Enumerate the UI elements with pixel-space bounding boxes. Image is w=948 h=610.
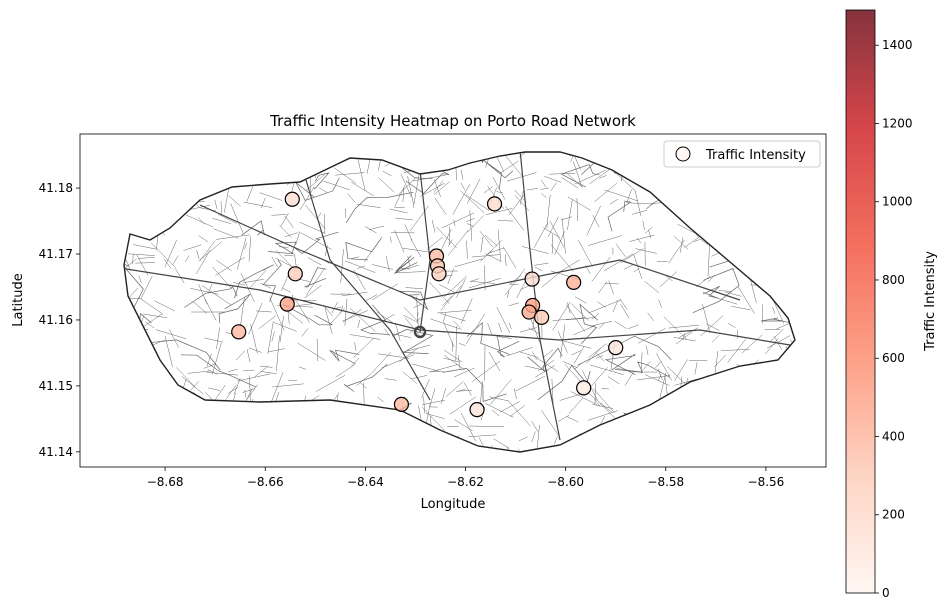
traffic-point	[284, 191, 300, 207]
x-axis-ticks: −8.68 −8.66 −8.64 −8.62 −8.60 −8.58 −8.56	[147, 467, 785, 489]
legend: Traffic Intensity	[663, 140, 821, 168]
x-tick-label: −8.66	[247, 475, 284, 489]
city-boundary	[123, 151, 796, 453]
road-network	[123, 151, 796, 453]
y-tick-label: 41.17	[39, 247, 73, 261]
x-tick-label: −8.60	[547, 475, 584, 489]
chart-title: Traffic Intensity Heatmap on Porto Road …	[269, 112, 636, 130]
traffic-point	[534, 309, 550, 325]
x-tick-label: −8.58	[647, 475, 684, 489]
traffic-point	[231, 324, 247, 340]
y-tick-label: 41.16	[39, 313, 73, 327]
colorbar-label: Traffic Intensity	[923, 251, 938, 352]
x-tick-label: −8.64	[347, 475, 384, 489]
colorbar: 0 200 400 600 800 1000 1200 1400 Traffic Intens…	[845, 9, 938, 600]
traffic-point	[431, 266, 447, 282]
colorbar-tick-label: 200	[882, 508, 905, 522]
roundabout	[413, 325, 427, 339]
colorbar-tick-label: 1400	[882, 38, 913, 52]
traffic-points	[231, 191, 624, 418]
colorbar-gradient	[845, 9, 876, 594]
colorbar-tick-label: 600	[882, 351, 905, 365]
y-axis-ticks: 41.14 41.15 41.16 41.17 41.18	[39, 181, 80, 459]
x-axis-label: Longitude	[421, 497, 486, 512]
colorbar-tick-label: 400	[882, 429, 905, 443]
colorbar-tick-label: 0	[882, 586, 890, 600]
traffic-point	[566, 274, 582, 290]
traffic-point	[524, 271, 540, 287]
y-tick-label: 41.15	[39, 379, 73, 393]
traffic-point	[576, 380, 592, 396]
legend-entry-label: Traffic Intensity	[705, 148, 806, 163]
colorbar-tick-label: 1000	[882, 195, 913, 209]
traffic-point	[469, 402, 485, 418]
colorbar-ticks: 0 200 400 600 800 1000 1200 1400	[875, 38, 913, 600]
traffic-point	[608, 340, 624, 356]
x-tick-label: −8.56	[748, 475, 785, 489]
x-tick-label: −8.68	[147, 475, 184, 489]
colorbar-tick-label: 1200	[882, 116, 913, 130]
x-tick-label: −8.62	[447, 475, 484, 489]
colorbar-tick-label: 800	[882, 273, 905, 287]
y-axis-label: Latitude	[11, 273, 26, 327]
legend-box	[663, 140, 821, 168]
traffic-point	[393, 396, 410, 412]
traffic-point	[521, 304, 537, 320]
y-tick-label: 41.18	[39, 181, 73, 195]
traffic-point	[279, 296, 295, 312]
traffic-point	[486, 196, 503, 212]
major-roads	[124, 152, 791, 441]
traffic-point	[287, 266, 303, 282]
legend-marker	[675, 146, 691, 162]
y-tick-label: 41.14	[39, 445, 73, 459]
